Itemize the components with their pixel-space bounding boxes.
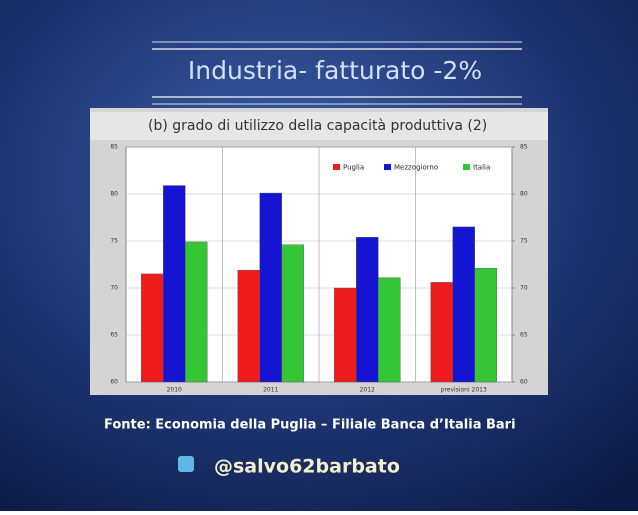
y2-tick-label: 70 <box>520 285 528 292</box>
source: Fonte: Economia della Puglia – Filiale B… <box>104 418 516 433</box>
legend-label: Mezzogiorno <box>394 164 438 172</box>
title-rules <box>152 41 522 105</box>
chart-title-band <box>90 112 548 140</box>
bar <box>141 273 164 383</box>
y-tick-label: 75 <box>110 238 118 245</box>
bar <box>378 277 401 383</box>
y2-tick-label: 85 <box>520 144 528 151</box>
bar <box>163 185 186 383</box>
legend-label: Puglia <box>343 164 364 172</box>
y-tick-label: 60 <box>110 379 118 386</box>
y2-tick-label: 65 <box>520 332 528 339</box>
legend-swatch <box>384 164 391 170</box>
legend-label: Italia <box>473 164 490 172</box>
y2-tick-label: 60 <box>520 379 528 386</box>
bar <box>185 241 208 383</box>
x-tick-label: 2011 <box>263 387 278 394</box>
x-tick-label: 2010 <box>167 387 182 394</box>
y-tick-label: 65 <box>110 332 118 339</box>
legend-swatch <box>463 164 470 170</box>
y-tick-label: 70 <box>110 285 118 292</box>
handle: @salvo62barbato <box>214 456 400 478</box>
y-tick-label: 85 <box>110 144 118 151</box>
bar <box>281 244 304 383</box>
x-tick-label: previsioni 2013 <box>441 387 487 394</box>
bar <box>334 287 357 383</box>
bar <box>356 237 379 383</box>
bar <box>237 269 260 383</box>
chart-title: (b) grado di utilizzo della capacità pro… <box>148 118 487 134</box>
twitter-icon <box>178 456 194 472</box>
legend-swatch <box>333 164 340 170</box>
bar <box>259 192 282 383</box>
x-tick-label: 2012 <box>360 387 375 394</box>
y2-tick-label: 80 <box>520 191 528 198</box>
y2-tick-label: 75 <box>520 238 528 245</box>
bar <box>430 282 453 383</box>
bar <box>474 268 497 383</box>
bar <box>452 226 475 383</box>
y-tick-label: 80 <box>110 191 118 198</box>
slide-title: Industria- fatturato -2% <box>188 56 482 85</box>
